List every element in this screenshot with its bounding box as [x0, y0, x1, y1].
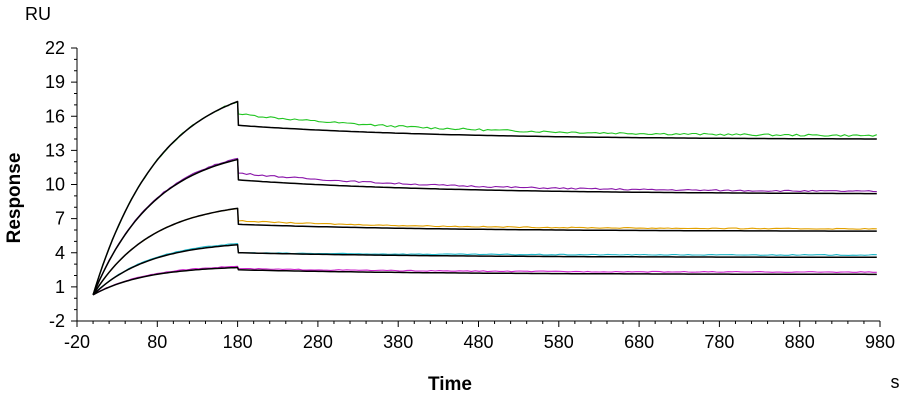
y-tick-label: 4 [55, 243, 65, 263]
series-layer [92, 100, 877, 296]
x-tick-label: 180 [223, 332, 253, 352]
y-axis-title: Response [4, 153, 25, 244]
x-tick-label: 380 [383, 332, 413, 352]
fit-curve-1 [92, 100, 877, 296]
x-unit-label: s [891, 372, 900, 392]
fit-curve-5 [92, 266, 877, 296]
x-tick-label: 980 [865, 332, 895, 352]
x-tick-label: 580 [544, 332, 574, 352]
x-tick-label: 880 [785, 332, 815, 352]
y-tick-label: 22 [45, 38, 65, 58]
fit-curve-4 [92, 244, 877, 296]
fit-curve-2 [92, 158, 877, 296]
x-tick-label: 80 [147, 332, 167, 352]
y-tick-label: 13 [45, 140, 65, 160]
y-tick-label: 1 [55, 277, 65, 297]
x-tick-label: 480 [463, 332, 493, 352]
y-tick-label: 16 [45, 106, 65, 126]
x-tick-label: 280 [303, 332, 333, 352]
axes: -2 1 4 7 10 13 16 19 22 -20 80 180 280 380 480 580 680 78… [45, 38, 895, 352]
fit-curve-3 [92, 207, 877, 296]
y-tick-label: 7 [55, 209, 65, 229]
x-tick-label: 780 [704, 332, 734, 352]
y-tick-label: 10 [45, 175, 65, 195]
measured-curve-1 [92, 101, 877, 295]
x-tick-label: -20 [64, 332, 90, 352]
measured-curve-4 [92, 243, 877, 296]
measured-curve-3 [92, 207, 877, 296]
measured-curve-2 [92, 157, 877, 296]
y-tick-label: 19 [45, 72, 65, 92]
y-tick-label: -2 [49, 311, 65, 331]
y-unit-label: RU [25, 4, 51, 24]
x-axis-title: Time [428, 374, 472, 395]
x-tick-label: 680 [624, 332, 654, 352]
measured-curve-5 [92, 265, 877, 296]
